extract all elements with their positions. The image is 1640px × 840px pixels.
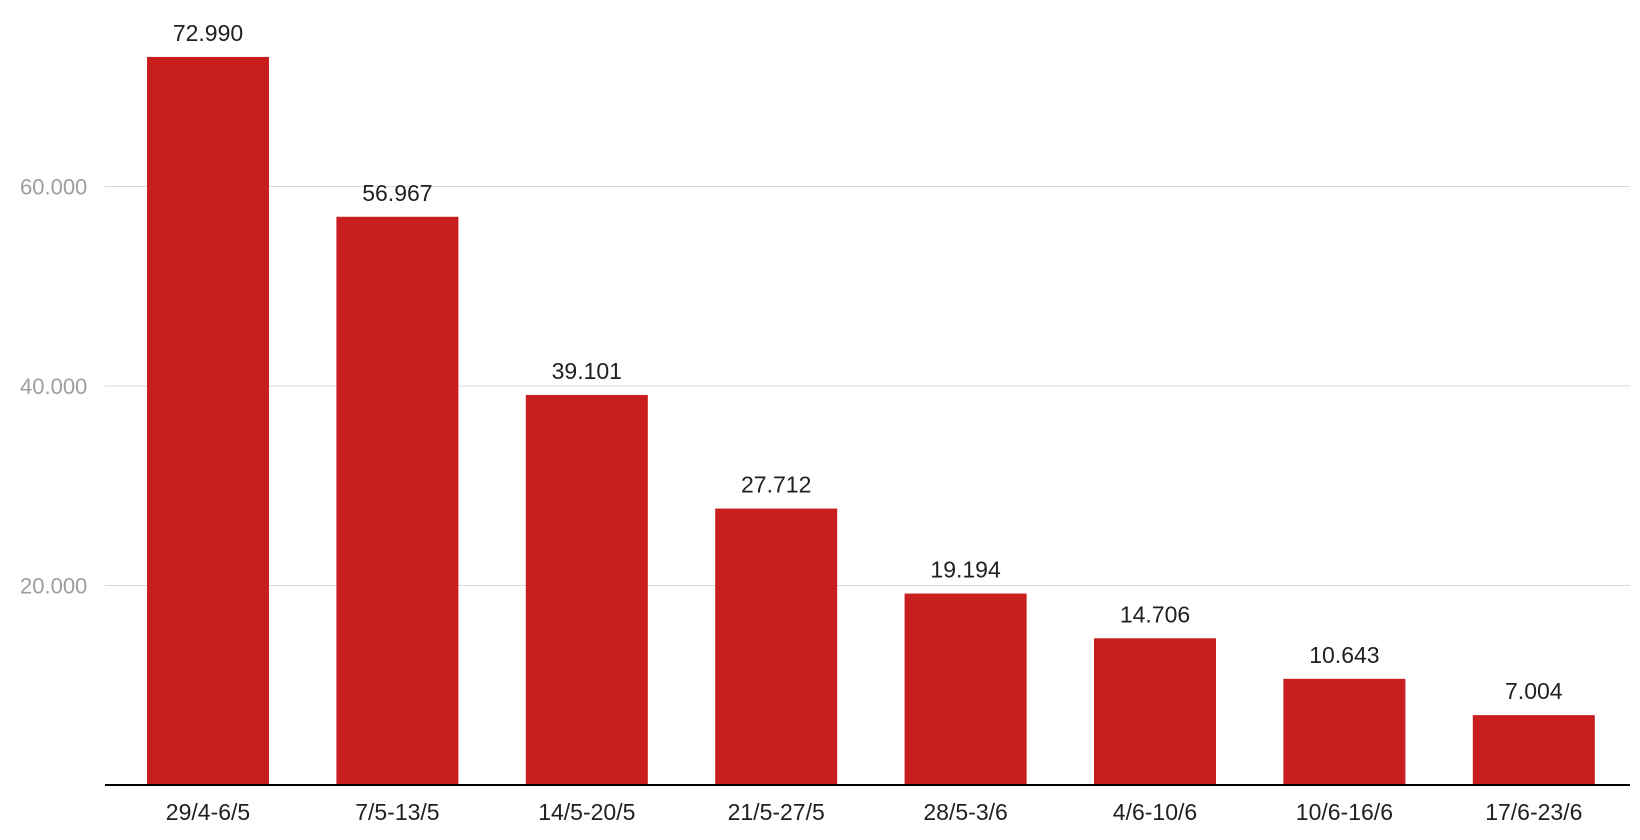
bar bbox=[1283, 678, 1406, 785]
data-label: 27.712 bbox=[741, 472, 811, 498]
x-tick-label: 29/4-6/5 bbox=[166, 799, 250, 825]
x-tick-label: 14/5-20/5 bbox=[538, 799, 635, 825]
x-tick-label: 7/5-13/5 bbox=[355, 799, 439, 825]
data-label: 19.194 bbox=[930, 557, 1001, 583]
bar bbox=[525, 394, 648, 785]
bar bbox=[1094, 638, 1216, 785]
bar bbox=[904, 593, 1027, 785]
bar bbox=[715, 508, 838, 785]
data-labels: 72.990 56.967 39.101 27.712 19.194 14.706 10.6… bbox=[173, 20, 1563, 704]
y-axis-ticks: 20.000 40.000 60.000 bbox=[20, 175, 87, 599]
data-label: 14.706 bbox=[1120, 601, 1190, 627]
x-tick-label: 4/6-10/6 bbox=[1113, 799, 1197, 825]
x-axis-ticks: 29/4-6/5 7/5-13/5 14/5-20/5 21/5-27/5 28/5-3… bbox=[166, 799, 1583, 825]
data-label: 7.004 bbox=[1505, 678, 1563, 704]
y-tick-label: 60.000 bbox=[20, 175, 87, 200]
x-tick-label: 17/6-23/6 bbox=[1485, 799, 1582, 825]
data-label: 72.990 bbox=[173, 20, 243, 46]
bar bbox=[147, 56, 269, 786]
bar bbox=[336, 216, 459, 786]
data-label: 10.643 bbox=[1309, 642, 1379, 668]
x-tick-label: 10/6-16/6 bbox=[1296, 799, 1393, 825]
bar bbox=[1472, 715, 1595, 785]
gridlines bbox=[105, 186, 1630, 586]
bars bbox=[147, 56, 1595, 786]
data-label: 56.967 bbox=[362, 180, 432, 206]
data-label: 39.101 bbox=[552, 358, 622, 384]
y-tick-label: 40.000 bbox=[20, 374, 87, 399]
y-tick-label: 20.000 bbox=[20, 574, 87, 599]
x-tick-label: 21/5-27/5 bbox=[728, 799, 825, 825]
x-tick-label: 28/5-3/6 bbox=[923, 799, 1007, 825]
